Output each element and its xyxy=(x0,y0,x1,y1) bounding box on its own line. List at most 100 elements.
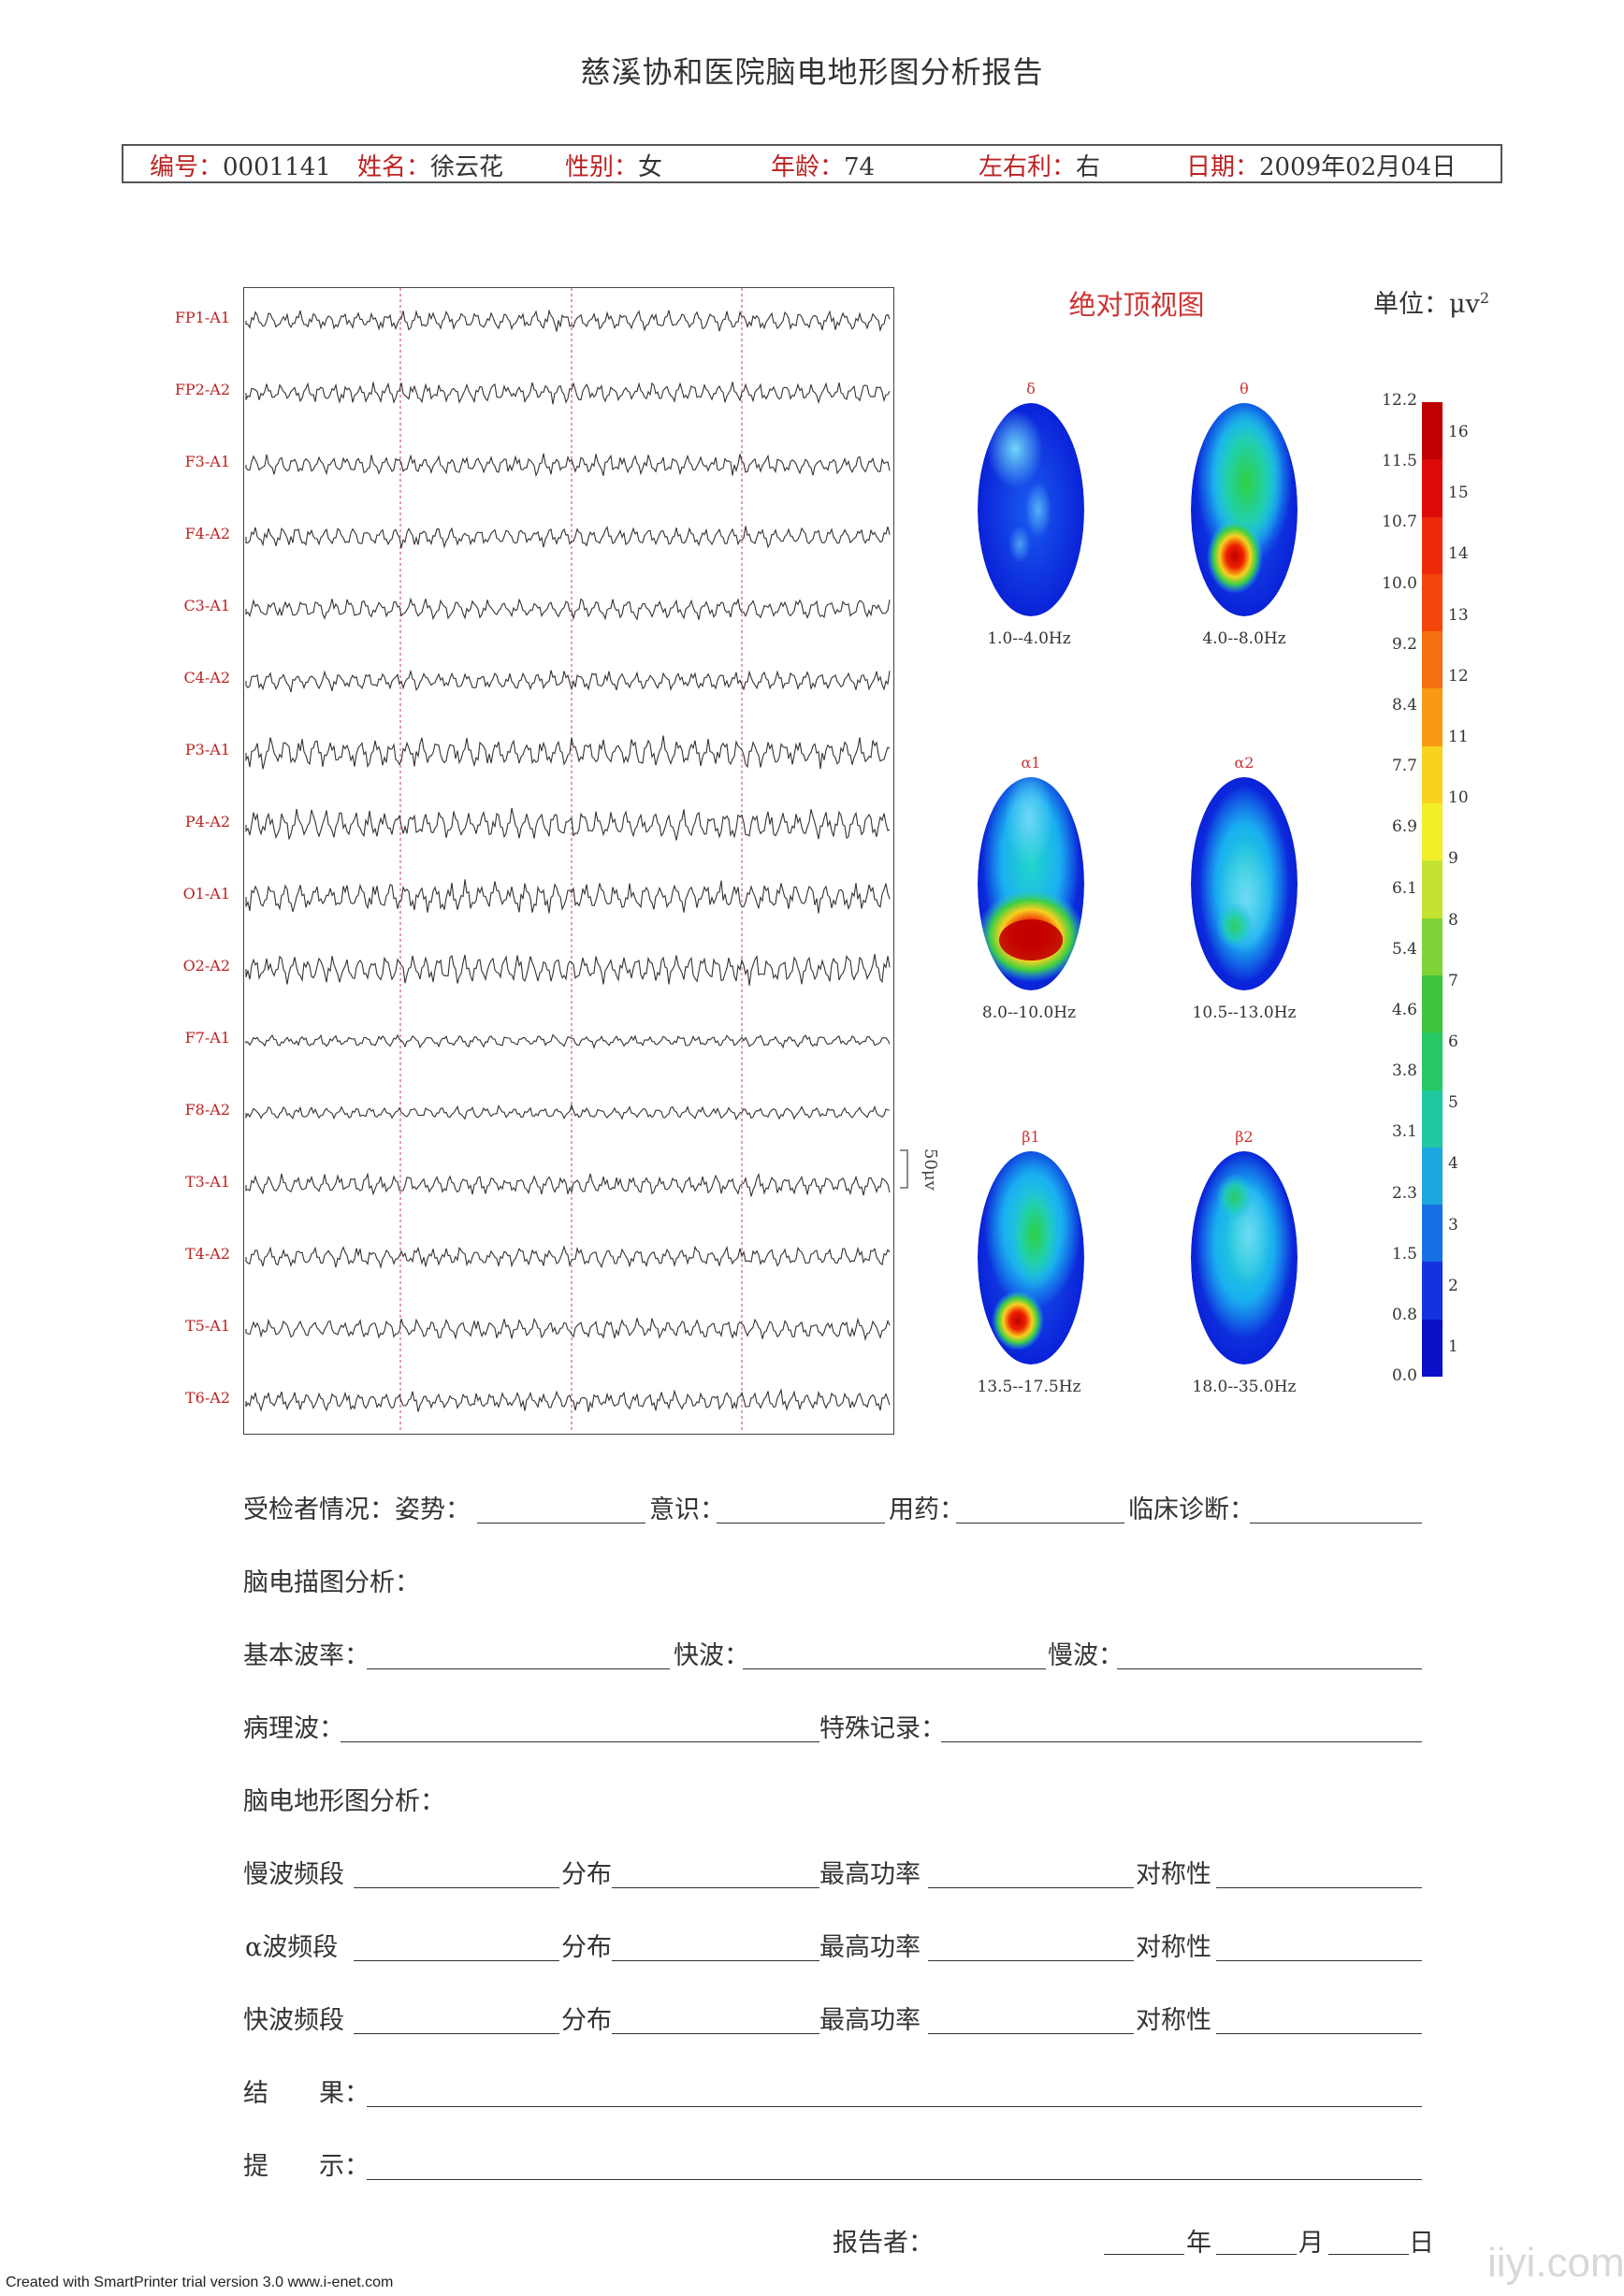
alpha-band-field[interactable] xyxy=(354,1960,559,1961)
color-scale-level: 6 xyxy=(1448,1032,1458,1051)
band-symbol-theta: θ xyxy=(1240,380,1249,397)
eeg-trace xyxy=(245,1245,891,1270)
channel-label: C3-A1 xyxy=(183,597,230,614)
channel-label: F3-A1 xyxy=(184,453,230,470)
color-scale-value: 0.0 xyxy=(1391,1366,1417,1386)
patient-sex: 性别：女 xyxy=(565,148,662,182)
color-scale-level: 11 xyxy=(1448,728,1469,746)
map-delta xyxy=(978,403,1084,616)
maps-title: 绝对顶视图 xyxy=(1068,289,1205,321)
band-range-beta1: 13.5--17.5Hz xyxy=(977,1378,1081,1396)
sign-day-field[interactable] xyxy=(1328,2254,1409,2255)
color-scale-value: 9.2 xyxy=(1391,634,1417,654)
clinical-diagnosis-label: 临床诊断： xyxy=(1128,1495,1254,1524)
alpha-symmetry-label: 对称性 xyxy=(1136,1933,1211,1962)
map-beta2 xyxy=(1191,1151,1298,1365)
special-record-field[interactable] xyxy=(941,1741,1422,1742)
channel-label: P4-A2 xyxy=(184,813,230,830)
color-scale-level: 14 xyxy=(1448,544,1469,564)
fast-symmetry-field[interactable] xyxy=(1216,2033,1422,2034)
color-scale-level: 3 xyxy=(1448,1215,1458,1235)
result-label: 结 果： xyxy=(243,2079,370,2108)
eeg-trace xyxy=(245,1172,891,1197)
color-scale-segment xyxy=(1422,745,1443,804)
channel-label: C4-A2 xyxy=(183,669,230,686)
fast-symmetry-label: 对称性 xyxy=(1136,2006,1211,2035)
slow-symmetry-field[interactable] xyxy=(1216,1887,1422,1888)
fast-band-field[interactable] xyxy=(354,2033,559,2034)
eeg-trace xyxy=(245,309,891,333)
report-date: 日期：2009年02月04日 xyxy=(1186,148,1456,182)
eeg-trace-panel xyxy=(243,287,894,1435)
channel-label: T5-A1 xyxy=(185,1317,230,1335)
color-scale-segment xyxy=(1422,402,1443,460)
alpha-symmetry-field[interactable] xyxy=(1216,1960,1422,1961)
color-scale-value: 3.8 xyxy=(1391,1061,1417,1081)
hint-field[interactable] xyxy=(367,2179,1422,2180)
slow-band-label: 慢波频段 xyxy=(243,1860,344,1889)
result-field[interactable] xyxy=(367,2106,1422,2107)
special-record-label: 特殊记录： xyxy=(819,1714,946,1743)
band-range-beta2: 18.0--35.0Hz xyxy=(1192,1378,1297,1396)
pathologic-wave-field[interactable] xyxy=(341,1741,819,1742)
color-scale-segment xyxy=(1422,1262,1443,1321)
color-scale-value: 0.8 xyxy=(1391,1306,1417,1324)
color-scale-level: 1 xyxy=(1448,1337,1458,1356)
basic-rate-field[interactable] xyxy=(367,1668,670,1669)
basic-rate-label: 基本波率： xyxy=(243,1641,370,1670)
age-value: 74 xyxy=(844,153,876,181)
year-label: 年 xyxy=(1186,2229,1211,2258)
slow-distribution-field[interactable] xyxy=(612,1887,819,1888)
color-scale-segment xyxy=(1422,1205,1443,1263)
eeg-trace xyxy=(245,1033,891,1049)
color-scale-segment xyxy=(1422,803,1443,861)
sign-month-field[interactable] xyxy=(1216,2254,1297,2255)
fast-wave-label: 快波： xyxy=(674,1641,749,1670)
channel-label: T6-A2 xyxy=(185,1389,230,1407)
color-scale-level: 7 xyxy=(1448,971,1458,990)
band-symbol-beta1: β1 xyxy=(1022,1128,1040,1146)
channel-label: T3-A1 xyxy=(185,1173,230,1191)
eeg-trace xyxy=(245,669,891,693)
eeg-trace xyxy=(245,735,891,770)
color-scale-segment xyxy=(1422,631,1443,689)
slow-distribution-label: 分布 xyxy=(561,1860,612,1889)
fast-distribution-field[interactable] xyxy=(612,2033,819,2034)
fast-wave-field[interactable] xyxy=(743,1668,1046,1669)
band-symbol-delta: δ xyxy=(1026,380,1036,397)
maps-unit: 单位：μv2 xyxy=(1373,283,1489,320)
band-range-alpha1: 8.0--10.0Hz xyxy=(981,1004,1077,1022)
hand-label: 左右利： xyxy=(979,153,1077,181)
slow-wave-field[interactable] xyxy=(1117,1668,1422,1669)
slow-band-field[interactable] xyxy=(354,1887,559,1888)
fast-max-power-field[interactable] xyxy=(928,2033,1134,2034)
color-scale-value: 2.3 xyxy=(1391,1183,1417,1203)
color-scale-value: 6.9 xyxy=(1391,817,1417,837)
eeg-trace xyxy=(245,954,891,986)
color-scale-value: 3.1 xyxy=(1391,1122,1417,1142)
color-scale-level: 9 xyxy=(1448,849,1458,869)
channel-label: O1-A1 xyxy=(182,885,230,903)
slow-max-power-field[interactable] xyxy=(928,1887,1134,1888)
reporter-label: 报告者： xyxy=(833,2229,934,2258)
alpha-max-power-field[interactable] xyxy=(928,1960,1134,1961)
alpha-distribution-field[interactable] xyxy=(612,1960,819,1961)
eeg-trace xyxy=(245,1388,891,1412)
band-symbol-beta2: β2 xyxy=(1235,1128,1254,1146)
patient-name: 姓名：徐云花 xyxy=(357,148,503,182)
color-scale-value: 1.5 xyxy=(1391,1244,1417,1264)
color-scale-segment xyxy=(1422,1090,1443,1148)
alpha-band-label: α波频段 xyxy=(245,1933,339,1962)
pathologic-wave-label: 病理波： xyxy=(243,1714,344,1743)
topographic-maps xyxy=(978,403,1298,1365)
fast-max-power-label: 最高功率 xyxy=(819,2006,921,2035)
form-row-subject: 受检者情况：姿势： xyxy=(243,1489,471,1525)
month-label: 月 xyxy=(1298,2229,1324,2258)
sign-year-field[interactable] xyxy=(1104,2254,1184,2255)
color-scale-level: 2 xyxy=(1448,1276,1458,1295)
unit-text: 单位：μv xyxy=(1373,290,1480,319)
color-scale-segment xyxy=(1422,516,1443,575)
name-label: 姓名： xyxy=(357,153,431,181)
channel-label: F4-A2 xyxy=(184,525,230,542)
name-value: 徐云花 xyxy=(430,153,504,181)
